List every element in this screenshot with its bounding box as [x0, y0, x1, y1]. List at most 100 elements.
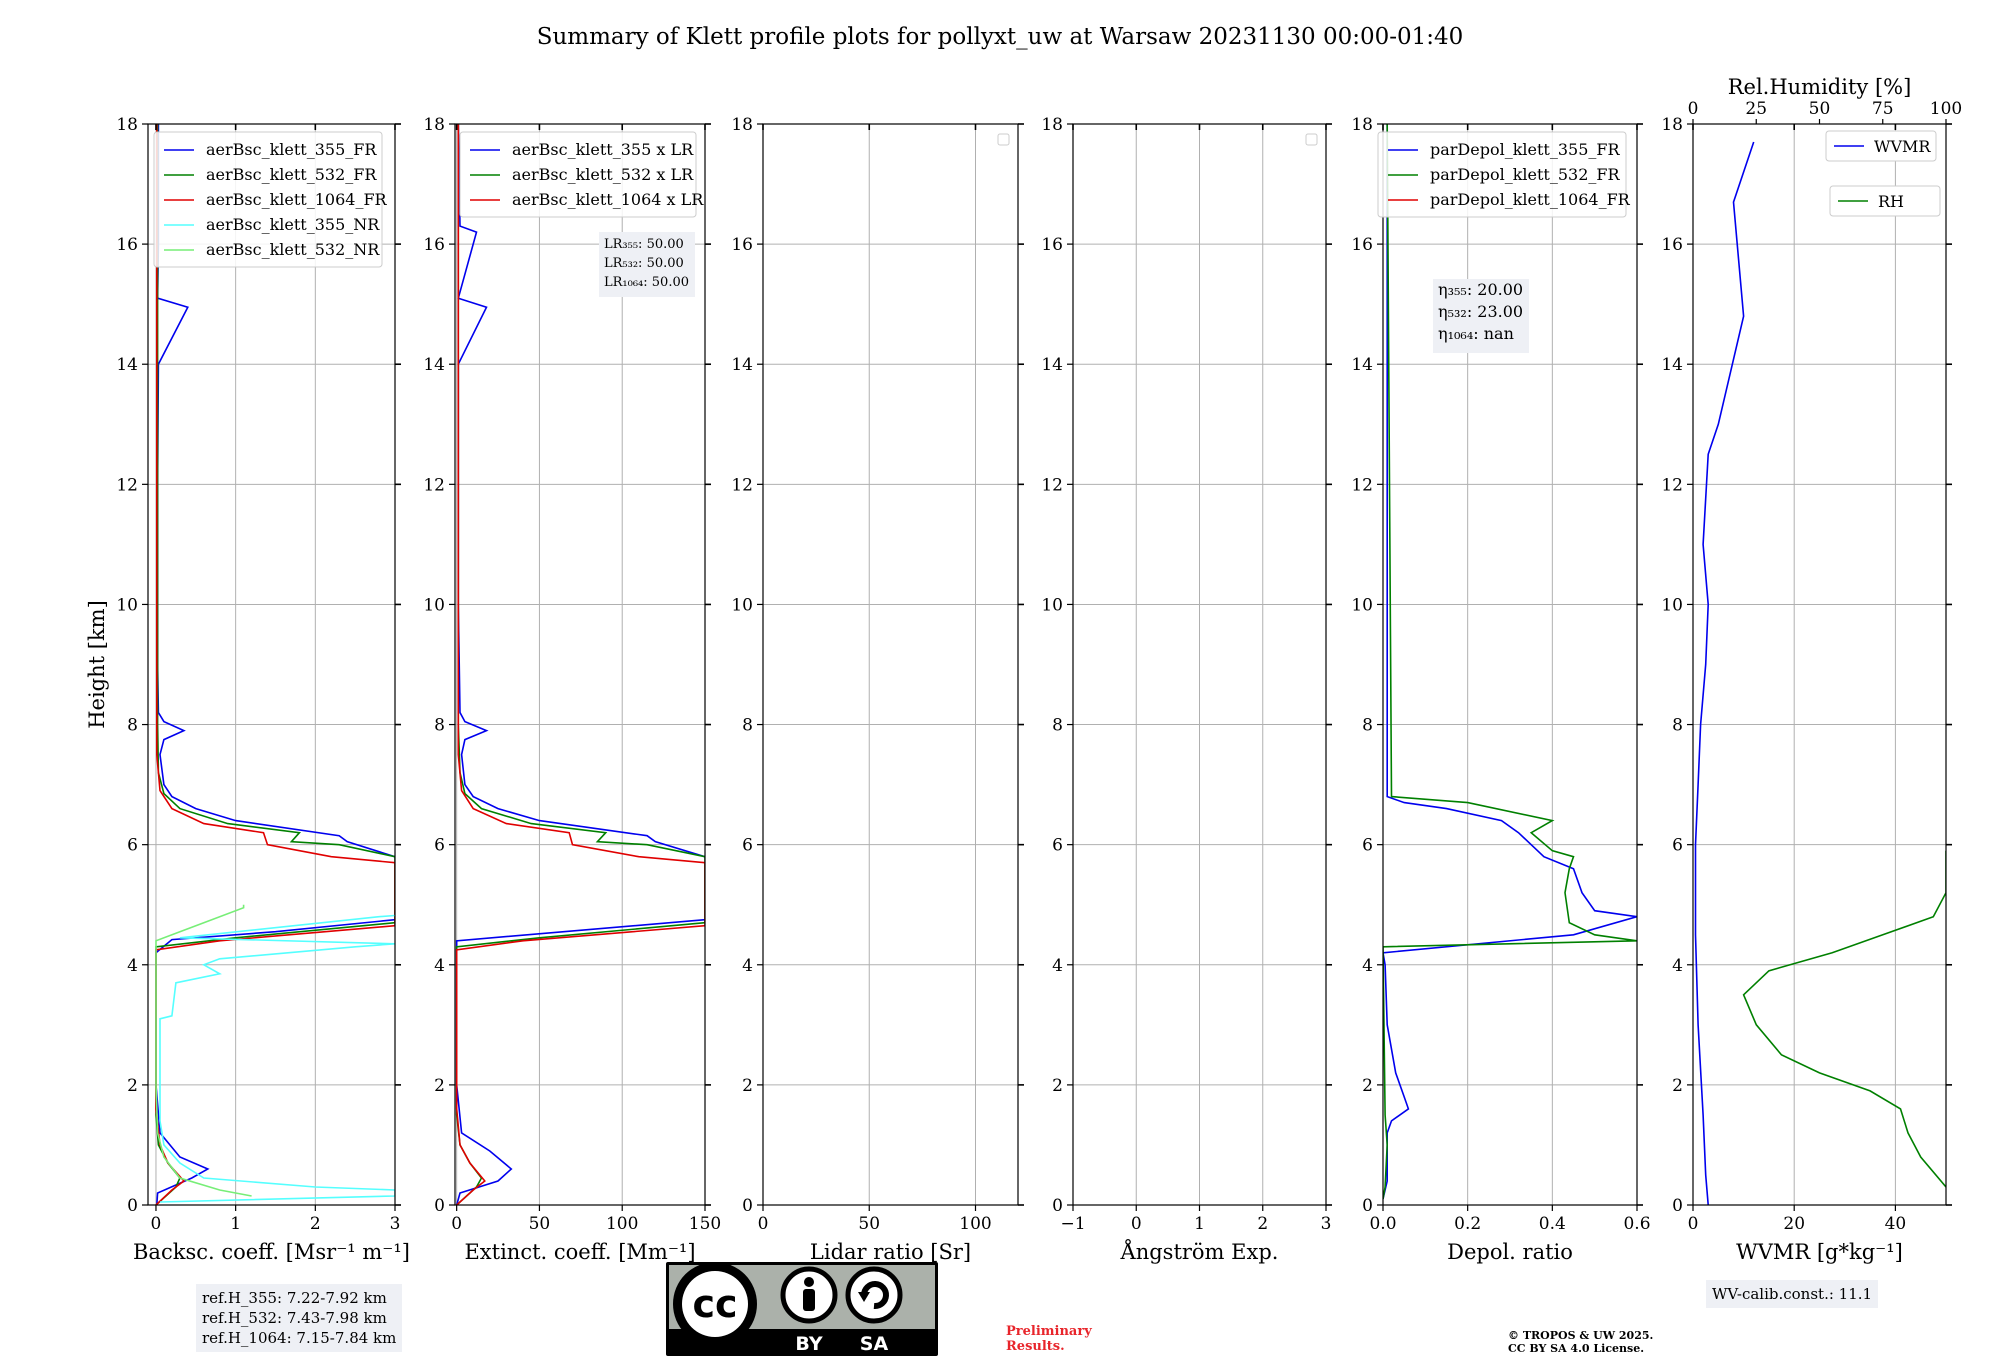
y-tick-label: 8 [1052, 716, 1063, 736]
y-tick-label: 8 [1362, 716, 1373, 736]
series-line-aerBsc_klett_1064_FR [155, 124, 395, 1205]
copyright-note: © TROPOS & UW 2025. CC BY SA 4.0 License… [1508, 1329, 1653, 1355]
ref-height-355: ref.H_355: 7.22-7.92 km [202, 1289, 387, 1307]
legend-box [1825, 130, 1937, 162]
cc-license-badge: cc BY SA [666, 1262, 938, 1356]
y-tick-label: 18 [1041, 115, 1063, 135]
y-tick-label: 14 [423, 355, 445, 375]
y-tick-label: 2 [127, 1076, 138, 1096]
x-tick-label: 0.4 [1539, 1214, 1566, 1234]
x-tick-label: 0 [451, 1214, 462, 1234]
top-x-tick-label: 50 [1809, 99, 1831, 119]
series-group [455, 124, 705, 1205]
legend-box [1829, 185, 1941, 217]
y-tick-label: 2 [434, 1076, 445, 1096]
legend: parDepol_klett_355_FR parDepol_klett_532_… [1377, 131, 1631, 218]
y-tick-label: 16 [1661, 235, 1683, 255]
legend-label: parDepol_klett_1064_FR [1430, 190, 1631, 209]
annotation-text: η₃₅₅: 20.00 [1438, 280, 1523, 299]
legend-label: aerBsc_klett_1064 x LR [512, 190, 704, 209]
annotation-text: LR₅₃₂: 50.00 [604, 256, 684, 271]
y-tick-label: 16 [731, 235, 753, 255]
top-x-axis-label: Rel.Humidity [%] [1728, 75, 1912, 99]
x-axis-label: Backsc. coeff. [Msr⁻¹ m⁻¹] [133, 1240, 410, 1264]
y-tick-label: 12 [423, 475, 445, 495]
y-tick-label: 4 [1052, 956, 1063, 976]
sa-arrow-head [858, 1292, 870, 1302]
panel-extinction: 0 50 100 150 0 2 4 6 8 10 12 14 16 18 Extinct. coeff. … [423, 115, 721, 1264]
y-tick-label: 6 [742, 836, 753, 856]
y-tick-label: 6 [1052, 836, 1063, 856]
y-tick-label: 8 [742, 716, 753, 736]
legend-label: aerBsc_klett_532 x LR [512, 165, 694, 184]
y-tick-label: 16 [1041, 235, 1063, 255]
copyright-line-2: CC BY SA 4.0 License. [1508, 1342, 1645, 1355]
x-tick-label: 0.6 [1623, 1214, 1650, 1234]
y-tick-label: 0 [742, 1196, 753, 1216]
x-axis-label: Ångström Exp. [1120, 1239, 1279, 1264]
empty-legend-box [997, 133, 1010, 146]
legend-label: parDepol_klett_355_FR [1430, 140, 1621, 159]
cc-logo-text: cc [692, 1282, 737, 1326]
annotation-background [599, 232, 695, 297]
axes-frame [454, 123, 706, 1206]
y-tick-label: 10 [731, 595, 753, 615]
series-line-aerBsc_klett_1064 x LR [455, 124, 705, 1205]
y-tick-label: 8 [127, 716, 138, 736]
x-tick-label: 150 [689, 1214, 721, 1234]
legend: aerBsc_klett_355 x LR aerBsc_klett_532 x … [459, 131, 704, 218]
y-tick-label: 10 [116, 595, 138, 615]
by-label: BY [795, 1333, 822, 1355]
ref-height-532: ref.H_532: 7.43-7.98 km [202, 1309, 387, 1327]
y-tick-label: 4 [1362, 956, 1373, 976]
sa-label: SA [860, 1333, 889, 1355]
y-tick-label: 0 [1362, 1196, 1373, 1216]
wv-calibration-box: WV-calib.const.: 11.1 [1706, 1280, 1879, 1308]
empty-legend-box [1305, 133, 1318, 146]
legend-label: aerBsc_klett_355_FR [206, 140, 377, 159]
y-tick-label: 4 [1672, 956, 1683, 976]
y-tick-label: 2 [1052, 1076, 1063, 1096]
wv-calibration-constant: WV-calib.const.: 11.1 [1712, 1285, 1873, 1303]
series-group [1383, 124, 1637, 1200]
y-tick-label: 14 [731, 355, 753, 375]
y-tick-label: 16 [1351, 235, 1373, 255]
y-tick-label: 4 [127, 956, 138, 976]
ref-height-1064: ref.H_1064: 7.15-7.84 km [202, 1329, 397, 1347]
y-tick-label: 0 [1052, 1196, 1063, 1216]
axes-frame [762, 123, 1019, 1206]
x-tick-label: 0 [758, 1214, 769, 1234]
axes-frame [1692, 123, 1947, 1206]
y-tick-label: 10 [423, 595, 445, 615]
cc-circle-inner [682, 1271, 748, 1337]
x-tick-label: 0 [1688, 1214, 1699, 1234]
series-line-parDepol_klett_532_FR [1383, 124, 1637, 1200]
axes-frame [147, 123, 396, 1206]
y-tick-label: 6 [434, 836, 445, 856]
figure-title: Summary of Klett profile plots for polly… [537, 24, 1464, 50]
y-tick-label: 12 [1351, 475, 1373, 495]
panel-wvmr: 0 20 40 0 2 4 6 8 10 12 14 16 18 WVMR [g*kg⁻¹] 0 25 50 75… [1661, 75, 1962, 1264]
series-line-RH [1742, 850, 1946, 1188]
series-line-parDepol_klett_355_FR [1383, 124, 1637, 1200]
y-tick-label: 10 [1661, 595, 1683, 615]
by-person-body [803, 1289, 815, 1311]
reference-heights-box: ref.H_355: 7.22-7.92 km ref.H_532: 7.43-… [196, 1284, 403, 1352]
preliminary-results-note: Preliminary Results. [1006, 1324, 1092, 1354]
panel-depol: 0.0 0.2 0.4 0.6 0 2 4 6 8 10 12 14 16 18 Depol. ratio p… [1351, 115, 1650, 1264]
y-tick-label: 18 [423, 115, 445, 135]
y-tick-label: 16 [423, 235, 445, 255]
x-tick-label: 1 [230, 1214, 241, 1234]
legend-label: aerBsc_klett_532_FR [206, 165, 377, 184]
x-axis-label: Extinct. coeff. [Mm⁻¹] [464, 1240, 695, 1264]
y-tick-label: 18 [116, 115, 138, 135]
x-tick-label: 50 [858, 1214, 880, 1234]
annotation-background [1433, 279, 1529, 353]
x-tick-label: 3 [1321, 1214, 1332, 1234]
x-axis-label: Depol. ratio [1447, 1240, 1573, 1264]
y-tick-label: 14 [1661, 355, 1683, 375]
annotation-box: η₃₅₅: 20.00 η₅₃₂: 23.00 η₁₀₆₄: nan [1433, 279, 1529, 353]
series-line-aerBsc_klett_355_NR [159, 914, 395, 1203]
